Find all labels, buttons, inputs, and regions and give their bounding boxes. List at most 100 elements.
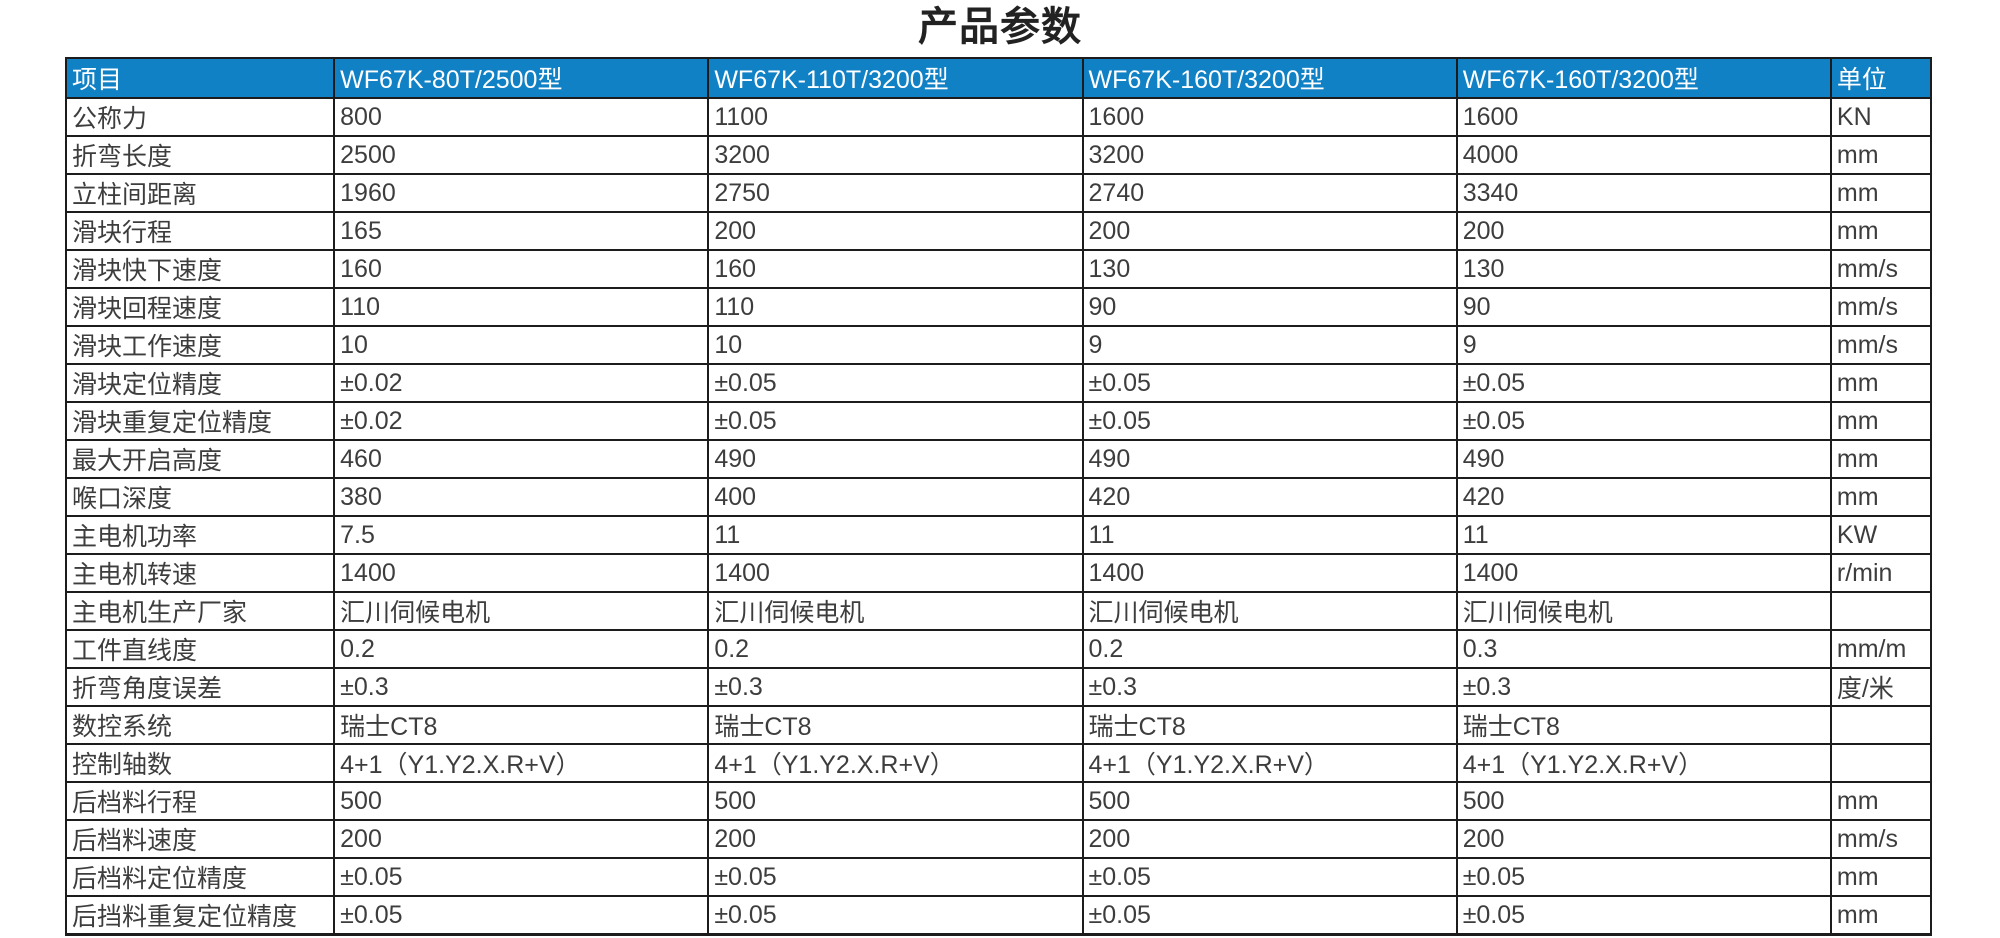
row-label: 滑块重复定位精度	[64, 401, 336, 441]
cell-value: ±0.05	[1455, 895, 1832, 936]
row-label: 立柱间距离	[64, 173, 336, 213]
cell-unit: mm	[1829, 439, 1933, 479]
cell-value: 490	[1081, 439, 1458, 479]
cell-value: ±0.02	[333, 363, 710, 403]
table-row: 滑块回程速度 110 110 90 90 mm/s	[64, 287, 1933, 327]
cell-value: 490	[707, 439, 1084, 479]
table-row: 数控系统 瑞士CT8 瑞士CT8 瑞士CT8 瑞士CT8	[64, 705, 1933, 745]
table-row: 滑块快下速度 160 160 130 130 mm/s	[64, 249, 1933, 289]
cell-value: ±0.05	[1455, 857, 1832, 897]
row-label: 主电机生产厂家	[64, 591, 336, 631]
cell-value: 130	[1081, 249, 1458, 289]
cell-value: ±0.05	[333, 857, 710, 897]
cell-unit: 度/米	[1829, 667, 1933, 707]
cell-value: 1400	[1455, 553, 1832, 593]
cell-unit: mm/s	[1829, 819, 1933, 859]
cell-value: 90	[1455, 287, 1832, 327]
table-row: 后档料定位精度 ±0.05 ±0.05 ±0.05 ±0.05 mm	[64, 857, 1933, 897]
cell-value: 500	[707, 781, 1084, 821]
cell-unit: r/min	[1829, 553, 1933, 593]
cell-value: ±0.05	[707, 857, 1084, 897]
row-label: 后档料行程	[64, 781, 336, 821]
row-label: 滑块工作速度	[64, 325, 336, 365]
cell-unit: mm/s	[1829, 325, 1933, 365]
table-row: 公称力 800 1100 1600 1600 KN	[64, 97, 1933, 137]
cell-unit: mm	[1829, 135, 1933, 175]
table-row: 滑块工作速度 10 10 9 9 mm/s	[64, 325, 1933, 365]
cell-value: 420	[1455, 477, 1832, 517]
table-row: 滑块重复定位精度 ±0.02 ±0.05 ±0.05 ±0.05 mm	[64, 401, 1933, 441]
cell-value: 3200	[1081, 135, 1458, 175]
table-row: 主电机生产厂家 汇川伺候电机 汇川伺候电机 汇川伺候电机 汇川伺候电机	[64, 591, 1933, 631]
table-row: 折弯角度误差 ±0.3 ±0.3 ±0.3 ±0.3 度/米	[64, 667, 1933, 707]
cell-unit: mm	[1829, 211, 1933, 251]
cell-unit: mm	[1829, 363, 1933, 403]
cell-unit: mm/s	[1829, 249, 1933, 289]
cell-value: 4+1（Y1.Y2.X.R+V）	[1081, 743, 1458, 783]
cell-value: 1400	[1081, 553, 1458, 593]
cell-value: 400	[707, 477, 1084, 517]
cell-value: 4+1（Y1.Y2.X.R+V）	[333, 743, 710, 783]
row-label: 后档料速度	[64, 819, 336, 859]
row-label: 后档料定位精度	[64, 857, 336, 897]
cell-value: 9	[1455, 325, 1832, 365]
table-header-row: 项目 WF67K-80T/2500型 WF67K-110T/3200型 WF67K-1…	[64, 57, 1933, 99]
cell-unit: mm	[1829, 895, 1933, 936]
cell-value: 1400	[707, 553, 1084, 593]
page-title: 产品参数	[918, 5, 1082, 49]
cell-value: 7.5	[333, 515, 710, 555]
cell-value: 1400	[333, 553, 710, 593]
cell-value: 2750	[707, 173, 1084, 213]
column-header-model: WF67K-160T/3200型	[1081, 57, 1458, 99]
table-row: 最大开启高度 460 490 490 490 mm	[64, 439, 1933, 479]
cell-value: 瑞士CT8	[1081, 705, 1458, 745]
cell-value: 汇川伺候电机	[1081, 591, 1458, 631]
table-row: 控制轴数 4+1（Y1.Y2.X.R+V） 4+1（Y1.Y2.X.R+V） 4+1（…	[64, 743, 1933, 783]
cell-value: 11	[1081, 515, 1458, 555]
cell-unit: mm	[1829, 173, 1933, 213]
table-row: 折弯长度 2500 3200 3200 4000 mm	[64, 135, 1933, 175]
column-header-item: 项目	[64, 57, 336, 99]
row-label: 滑块回程速度	[64, 287, 336, 327]
cell-value: 0.2	[333, 629, 710, 669]
cell-value: 165	[333, 211, 710, 251]
cell-value: ±0.05	[1455, 363, 1832, 403]
cell-value: 4+1（Y1.Y2.X.R+V）	[1455, 743, 1832, 783]
row-label: 滑块定位精度	[64, 363, 336, 403]
cell-value: 500	[333, 781, 710, 821]
cell-value: 9	[1081, 325, 1458, 365]
cell-value: 500	[1455, 781, 1832, 821]
cell-value: 2740	[1081, 173, 1458, 213]
cell-value: 10	[707, 325, 1084, 365]
cell-unit: KW	[1829, 515, 1933, 555]
cell-unit: KN	[1829, 97, 1933, 137]
cell-value: ±0.05	[1081, 363, 1458, 403]
cell-value: ±0.05	[707, 401, 1084, 441]
cell-value: ±0.3	[333, 667, 710, 707]
cell-value: ±0.02	[333, 401, 710, 441]
cell-value: 2500	[333, 135, 710, 175]
cell-value: 420	[1081, 477, 1458, 517]
cell-value: 90	[1081, 287, 1458, 327]
cell-value: 1600	[1081, 97, 1458, 137]
cell-value: ±0.05	[707, 363, 1084, 403]
row-label: 折弯角度误差	[64, 667, 336, 707]
cell-value: 800	[333, 97, 710, 137]
cell-unit: mm	[1829, 401, 1933, 441]
cell-unit: mm/m	[1829, 629, 1933, 669]
cell-unit	[1829, 591, 1933, 631]
cell-value: 3340	[1455, 173, 1832, 213]
table-row: 工件直线度 0.2 0.2 0.2 0.3 mm/m	[64, 629, 1933, 669]
row-label: 工件直线度	[64, 629, 336, 669]
cell-value: 500	[1081, 781, 1458, 821]
row-label: 滑块行程	[64, 211, 336, 251]
table-row: 滑块定位精度 ±0.02 ±0.05 ±0.05 ±0.05 mm	[64, 363, 1933, 403]
row-label: 主电机功率	[64, 515, 336, 555]
cell-value: 11	[1455, 515, 1832, 555]
cell-value: 4+1（Y1.Y2.X.R+V）	[707, 743, 1084, 783]
row-label: 喉口深度	[64, 477, 336, 517]
row-label: 控制轴数	[64, 743, 336, 783]
cell-value: 460	[333, 439, 710, 479]
row-label: 主电机转速	[64, 553, 336, 593]
table-row: 后档料行程 500 500 500 500 mm	[64, 781, 1933, 821]
